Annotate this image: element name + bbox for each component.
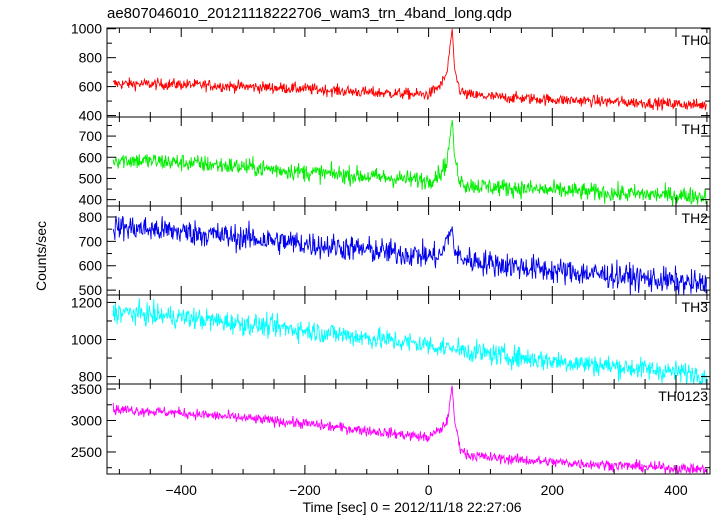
chart-title: ae807046010_20121118222706_wam3_trn_4ban…: [107, 5, 512, 22]
y-tick-label: 3000: [71, 413, 102, 429]
panel-th1: 400 500 600 700 TH1: [79, 116, 711, 208]
x-tick-label: −400: [165, 482, 197, 498]
panel-label-th1: TH1: [682, 121, 709, 137]
series-line-th3: [112, 298, 707, 384]
x-tick-label: 200: [541, 482, 565, 498]
x-tick-label: −200: [289, 482, 321, 498]
y-tick-label: 600: [79, 258, 103, 274]
panel-label-th0: TH0: [682, 32, 709, 48]
y-tick-label: 1000: [71, 21, 102, 37]
series-line-th2: [112, 215, 707, 295]
y-tick-label: 2500: [71, 444, 102, 460]
y-tick-label: 3500: [71, 381, 102, 397]
x-tick-label: 0: [425, 482, 433, 498]
y-tick-label: 400: [79, 192, 103, 208]
y-tick-label: 700: [79, 128, 103, 144]
y-tick-label: 700: [79, 233, 103, 249]
x-tick-label: 400: [664, 482, 688, 498]
panel-label-th2: TH2: [682, 210, 709, 226]
y-tick-label: 600: [79, 149, 103, 165]
panel-label-th3: TH3: [682, 299, 709, 315]
y-tick-label: 1200: [71, 294, 102, 310]
panels: 400 600 800 1000 TH0 400 500 600 700 TH1 500 600 700…: [71, 21, 711, 475]
y-tick-label: 800: [79, 209, 103, 225]
series-line-th0123: [112, 385, 707, 474]
series-line-th0: [112, 28, 707, 111]
y-tick-label: 800: [79, 50, 103, 66]
y-tick-label: 500: [79, 170, 103, 186]
y-tick-label: 600: [79, 79, 103, 95]
y-tick-label: 1000: [71, 332, 102, 348]
x-axis-tick-labels: −400 −200 0 200 400: [165, 482, 687, 498]
panel-label-th0123: TH0123: [658, 388, 708, 404]
y-tick-label: 500: [79, 282, 103, 298]
panel-th0: 400 600 800 1000 TH0: [71, 21, 711, 124]
x-axis-label: Time [sec] 0 = 2012/11/18 22:27:06: [302, 499, 521, 515]
panel-th0123: 2500 3000 3500 TH0123: [71, 381, 711, 475]
panel-th2: 500 600 700 800 TH2: [79, 205, 711, 298]
panel-frame: [106, 383, 711, 475]
panel-frame: [106, 205, 711, 296]
y-tick-label: 800: [79, 369, 103, 385]
series-line-th1: [112, 119, 707, 206]
panel-th3: 800 1000 1200 TH3: [71, 294, 711, 385]
y-axis-label: Counts/sec: [33, 221, 49, 291]
y-tick-label: 400: [79, 108, 103, 124]
